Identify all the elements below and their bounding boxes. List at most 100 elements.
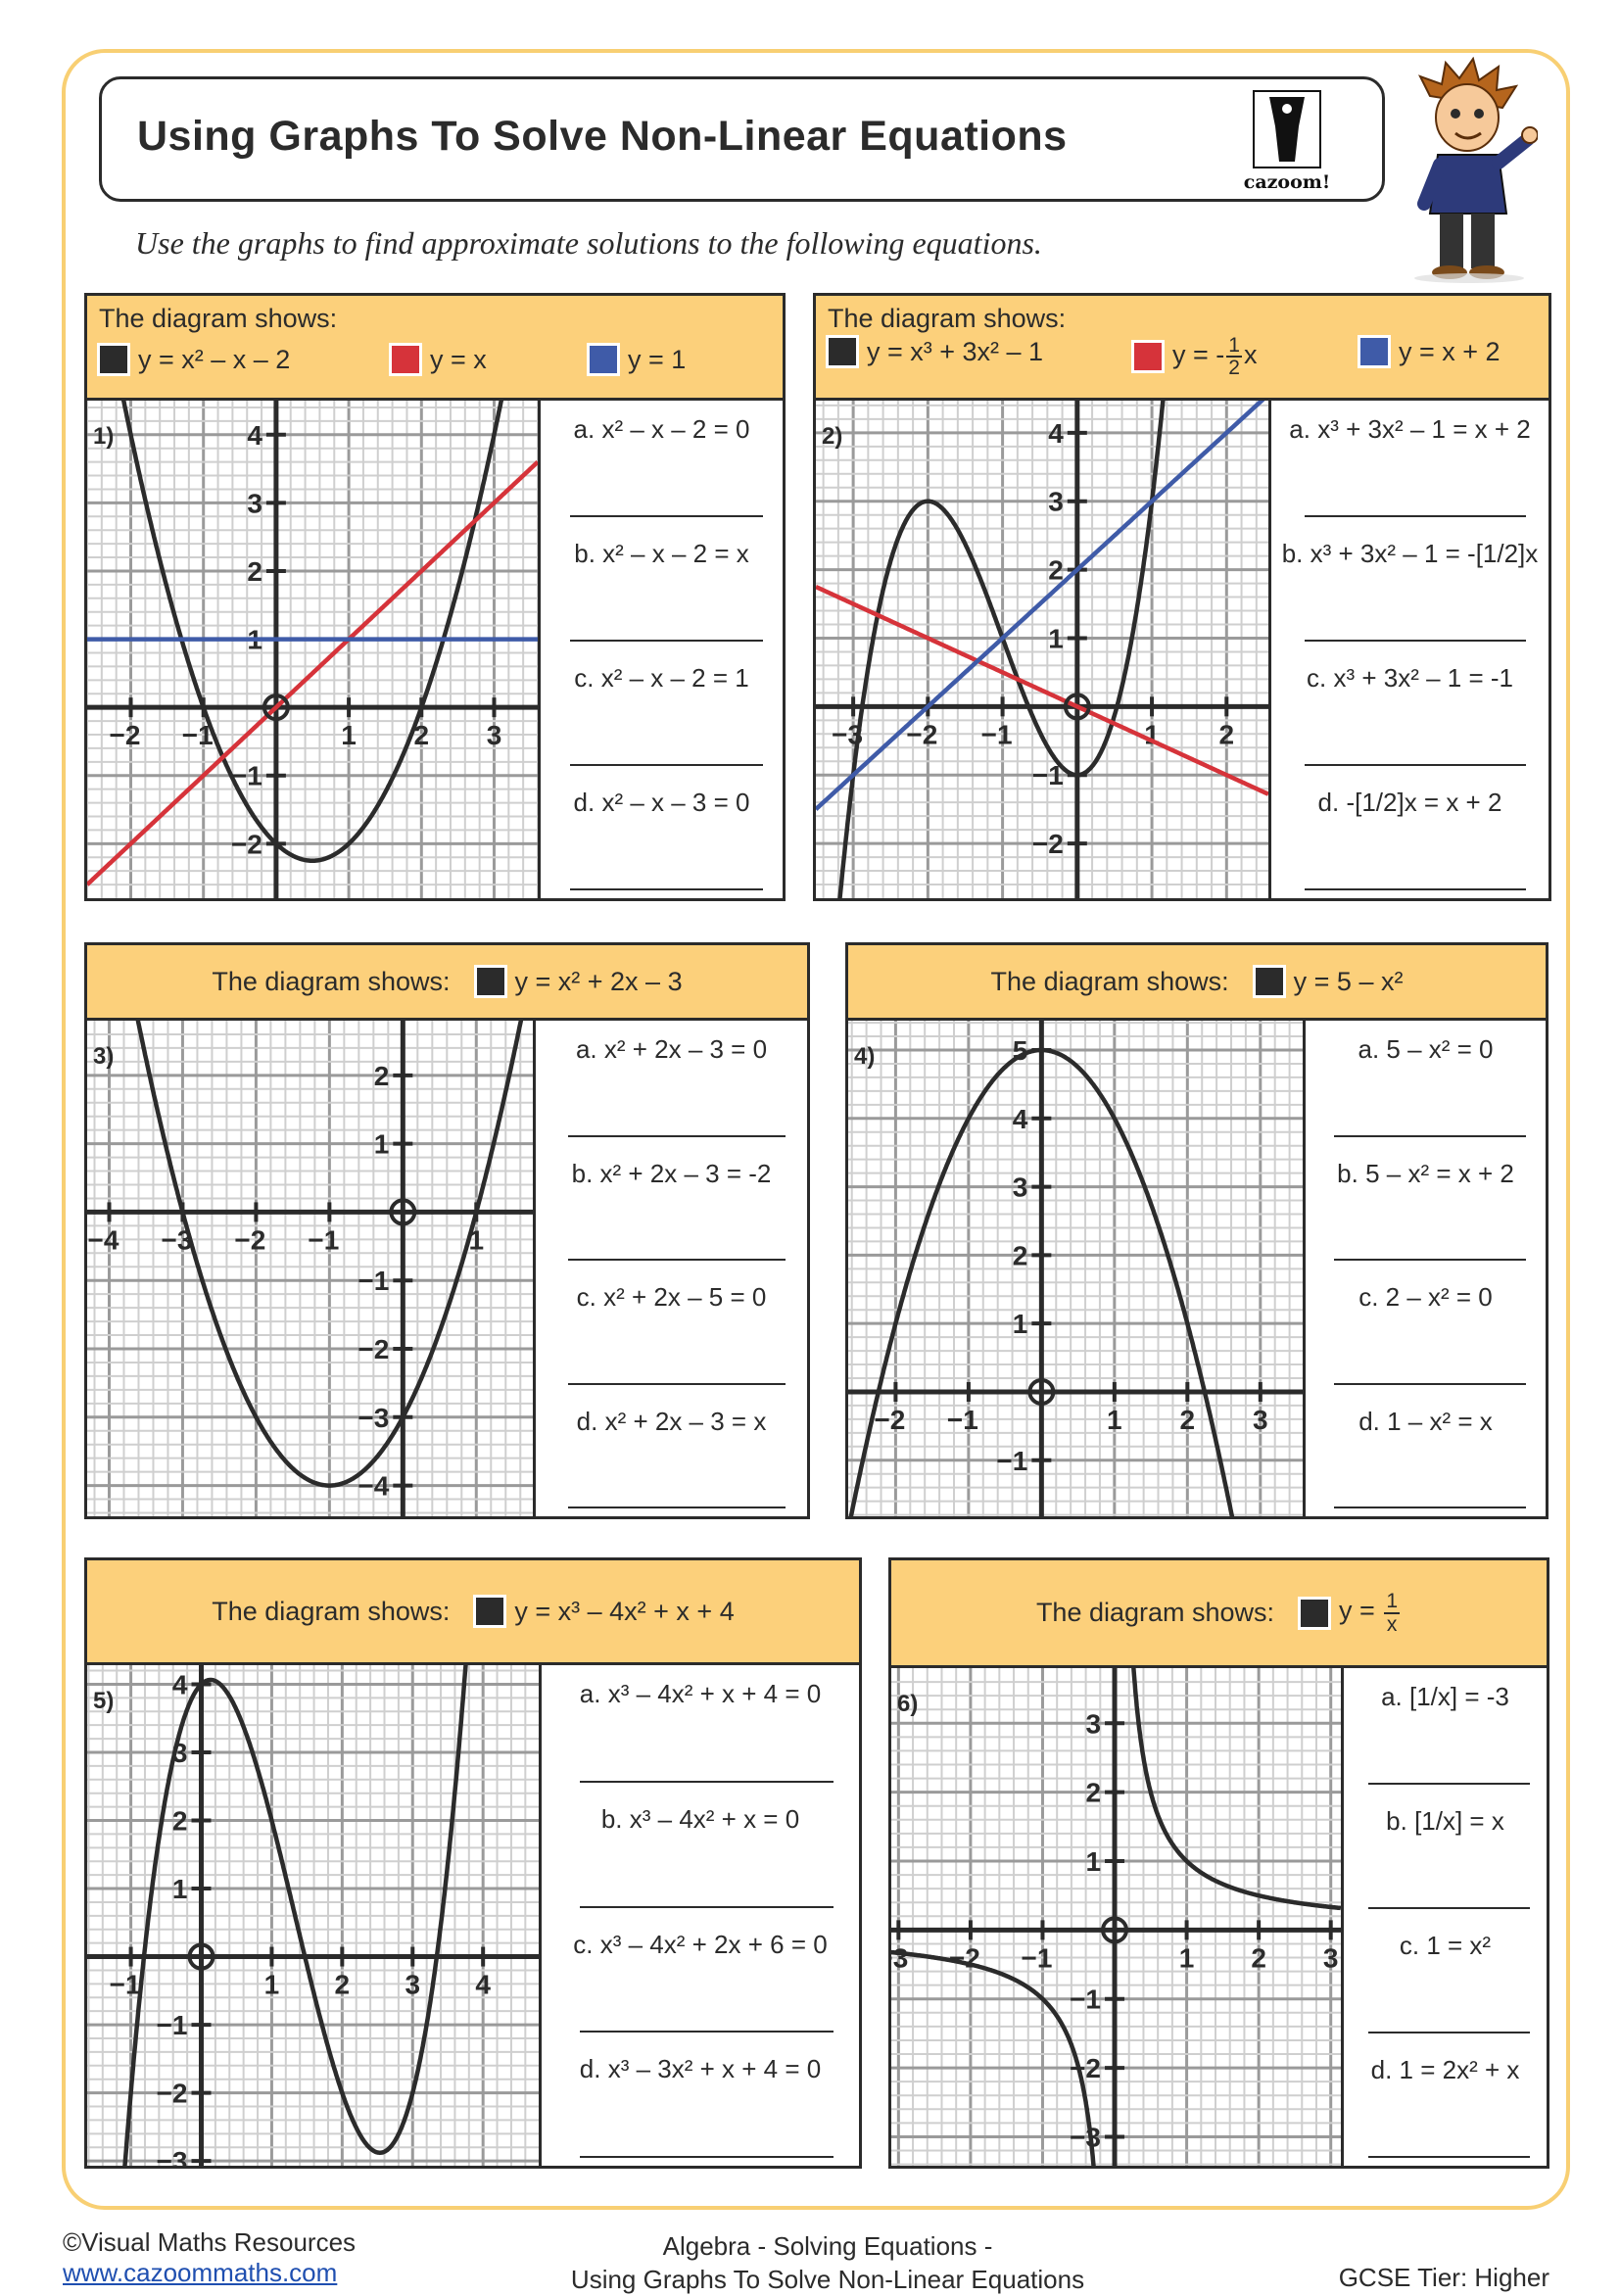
x-tick-label: 2 bbox=[1219, 719, 1235, 749]
curve-y-1-2x bbox=[816, 584, 1268, 796]
answer-line[interactable] bbox=[1334, 1382, 1527, 1385]
question-item: d. x³ – 3x² + x + 4 = 0 bbox=[542, 2040, 859, 2166]
answer-line[interactable] bbox=[1367, 2032, 1531, 2033]
black-swatch-icon bbox=[473, 965, 507, 998]
question-item: b. x² + 2x – 3 = -2 bbox=[536, 1145, 807, 1269]
legend-label: y = x² – x – 2 bbox=[138, 344, 291, 374]
question-item: d. -[1/2]x = x + 2 bbox=[1271, 774, 1549, 898]
y-tick-label: 4 bbox=[1048, 418, 1064, 449]
answer-line[interactable] bbox=[1367, 2156, 1531, 2158]
question-item: b. 5 – x² = x + 2 bbox=[1306, 1145, 1546, 1269]
panel-header: The diagram shows: y = 5 – x² bbox=[848, 945, 1546, 1021]
page-border bbox=[62, 49, 1570, 2210]
question-item: a. x³ – 4x² + x + 4 = 0 bbox=[542, 1665, 859, 1791]
answer-line[interactable] bbox=[579, 2156, 834, 2158]
grid bbox=[848, 1021, 1303, 1516]
questions-column: a. x³ – 4x² + x + 4 = 0 b. x³ – 4x² + x =… bbox=[542, 1665, 859, 2166]
answer-line[interactable] bbox=[568, 1507, 786, 1508]
red-swatch-icon bbox=[389, 343, 422, 376]
answer-line[interactable] bbox=[1334, 1259, 1527, 1261]
y-tick-label: 4 bbox=[247, 420, 262, 451]
question-text: b. 5 – x² = x + 2 bbox=[1337, 1158, 1514, 1188]
answer-line[interactable] bbox=[1304, 888, 1527, 890]
answer-line[interactable] bbox=[1304, 515, 1527, 517]
answer-line[interactable] bbox=[1367, 1783, 1531, 1785]
question-item: c. x² + 2x – 5 = 0 bbox=[536, 1268, 807, 1393]
answer-line[interactable] bbox=[1367, 1907, 1531, 1909]
title-box: Using Graphs To Solve Non-Linear Equatio… bbox=[99, 76, 1385, 202]
curve-y-x-4x-x-4 bbox=[122, 1665, 468, 2166]
answer-line[interactable] bbox=[569, 888, 764, 890]
answer-line[interactable] bbox=[569, 515, 764, 517]
answer-line[interactable] bbox=[579, 1780, 834, 1783]
answer-line[interactable] bbox=[579, 1905, 834, 1908]
y-tick-label: −1 bbox=[157, 2010, 188, 2040]
grid bbox=[816, 401, 1268, 898]
question-panel-3: The diagram shows: y = x² + 2x – 3 −4 −3 −2… bbox=[84, 942, 810, 1519]
y-tick-label: −2 bbox=[357, 1334, 389, 1364]
question-item: d. 1 – x² = x bbox=[1306, 1393, 1546, 1517]
y-tick-label: 3 bbox=[1048, 487, 1064, 517]
y-tick-label: 4 bbox=[172, 1669, 188, 1699]
question-text: c. x² – x – 2 = 1 bbox=[574, 663, 749, 693]
question-item: d. 1 = 2x² + x bbox=[1344, 2041, 1547, 2166]
cazoom-logo: cazoom! bbox=[1226, 87, 1348, 197]
answer-line[interactable] bbox=[568, 1134, 786, 1137]
y-tick-label: −3 bbox=[157, 2146, 188, 2166]
x-tick-label: −2 bbox=[949, 1942, 980, 1973]
question-text: d. x³ – 3x² + x + 4 = 0 bbox=[579, 2054, 822, 2084]
answer-line[interactable] bbox=[1334, 1507, 1527, 1508]
graph-4: −2 −1 1 2 3 5 4 3 2 1 −1 4) bbox=[848, 1021, 1306, 1516]
y-tick-label: −1 bbox=[1070, 1985, 1101, 2015]
diagram-shows-label: The diagram shows: bbox=[828, 304, 1067, 333]
answer-line[interactable] bbox=[569, 764, 764, 766]
answer-line[interactable] bbox=[1304, 764, 1527, 766]
question-text: c. x³ – 4x² + 2x + 6 = 0 bbox=[573, 1929, 828, 1959]
panel-header: The diagram shows: y = x³ + 3x² – 1 y = … bbox=[816, 296, 1549, 401]
grid bbox=[87, 1665, 539, 2166]
question-item: a. x³ + 3x² – 1 = x + 2 bbox=[1271, 401, 1549, 525]
x-tick-label: 3 bbox=[405, 1970, 420, 2000]
origin-marker bbox=[1027, 1377, 1056, 1406]
legend-label: y = x + 2 bbox=[1399, 336, 1501, 366]
answer-line[interactable] bbox=[579, 2031, 834, 2033]
x-tick-label: −2 bbox=[110, 720, 141, 750]
question-panel-4: The diagram shows: y = 5 – x² −2 −1 1 2 3 5 4 3 2… bbox=[845, 942, 1549, 1519]
legend-label: y = x³ + 3x² – 1 bbox=[867, 336, 1044, 366]
curve-y-1-x bbox=[891, 1949, 1096, 2166]
blue-swatch-icon bbox=[1358, 335, 1391, 368]
answer-line[interactable] bbox=[1334, 1134, 1527, 1137]
answer-line[interactable] bbox=[1304, 640, 1527, 642]
question-number: 2) bbox=[822, 423, 842, 450]
x-tick-label: −1 bbox=[947, 1405, 978, 1435]
x-tick-label: 2 bbox=[335, 1970, 351, 2000]
y-tick-label: 2 bbox=[1085, 1778, 1101, 1808]
y-tick-label: −4 bbox=[357, 1471, 389, 1502]
x-tick-label: 1 bbox=[1107, 1405, 1122, 1435]
answer-line[interactable] bbox=[568, 1259, 786, 1261]
answer-line[interactable] bbox=[569, 640, 764, 642]
panel-header: The diagram shows: y = x³ – 4x² + x + 4 bbox=[87, 1560, 859, 1665]
question-item: a. x² – x – 2 = 0 bbox=[541, 401, 783, 525]
answer-line[interactable] bbox=[568, 1382, 786, 1385]
black-swatch-icon bbox=[1298, 1596, 1332, 1630]
legend-item: y = x² – x – 2 bbox=[97, 343, 290, 376]
y-tick-label: 2 bbox=[1048, 555, 1064, 586]
y-tick-label: 1 bbox=[374, 1129, 390, 1160]
question-item: c. x³ + 3x² – 1 = -1 bbox=[1271, 649, 1549, 774]
footer-topic: Algebra - Solving Equations - Using Grap… bbox=[490, 2229, 1166, 2296]
curve-y-x-2x-3 bbox=[135, 1021, 524, 1488]
question-text: a. x³ – 4x² + x + 4 = 0 bbox=[579, 1679, 822, 1708]
question-number: 5) bbox=[93, 1688, 114, 1714]
legend: The diagram shows: y = 5 – x² bbox=[848, 945, 1546, 1018]
question-text: d. x² + 2x – 3 = x bbox=[576, 1406, 767, 1436]
x-tick-label: 2 bbox=[414, 720, 430, 750]
panel-header: The diagram shows: y = x² + 2x – 3 bbox=[87, 945, 807, 1021]
website-link[interactable]: www.cazoommaths.com bbox=[63, 2258, 338, 2287]
questions-column: a. x² – x – 2 = 0 b. x² – x – 2 = x c. x² … bbox=[541, 401, 783, 898]
